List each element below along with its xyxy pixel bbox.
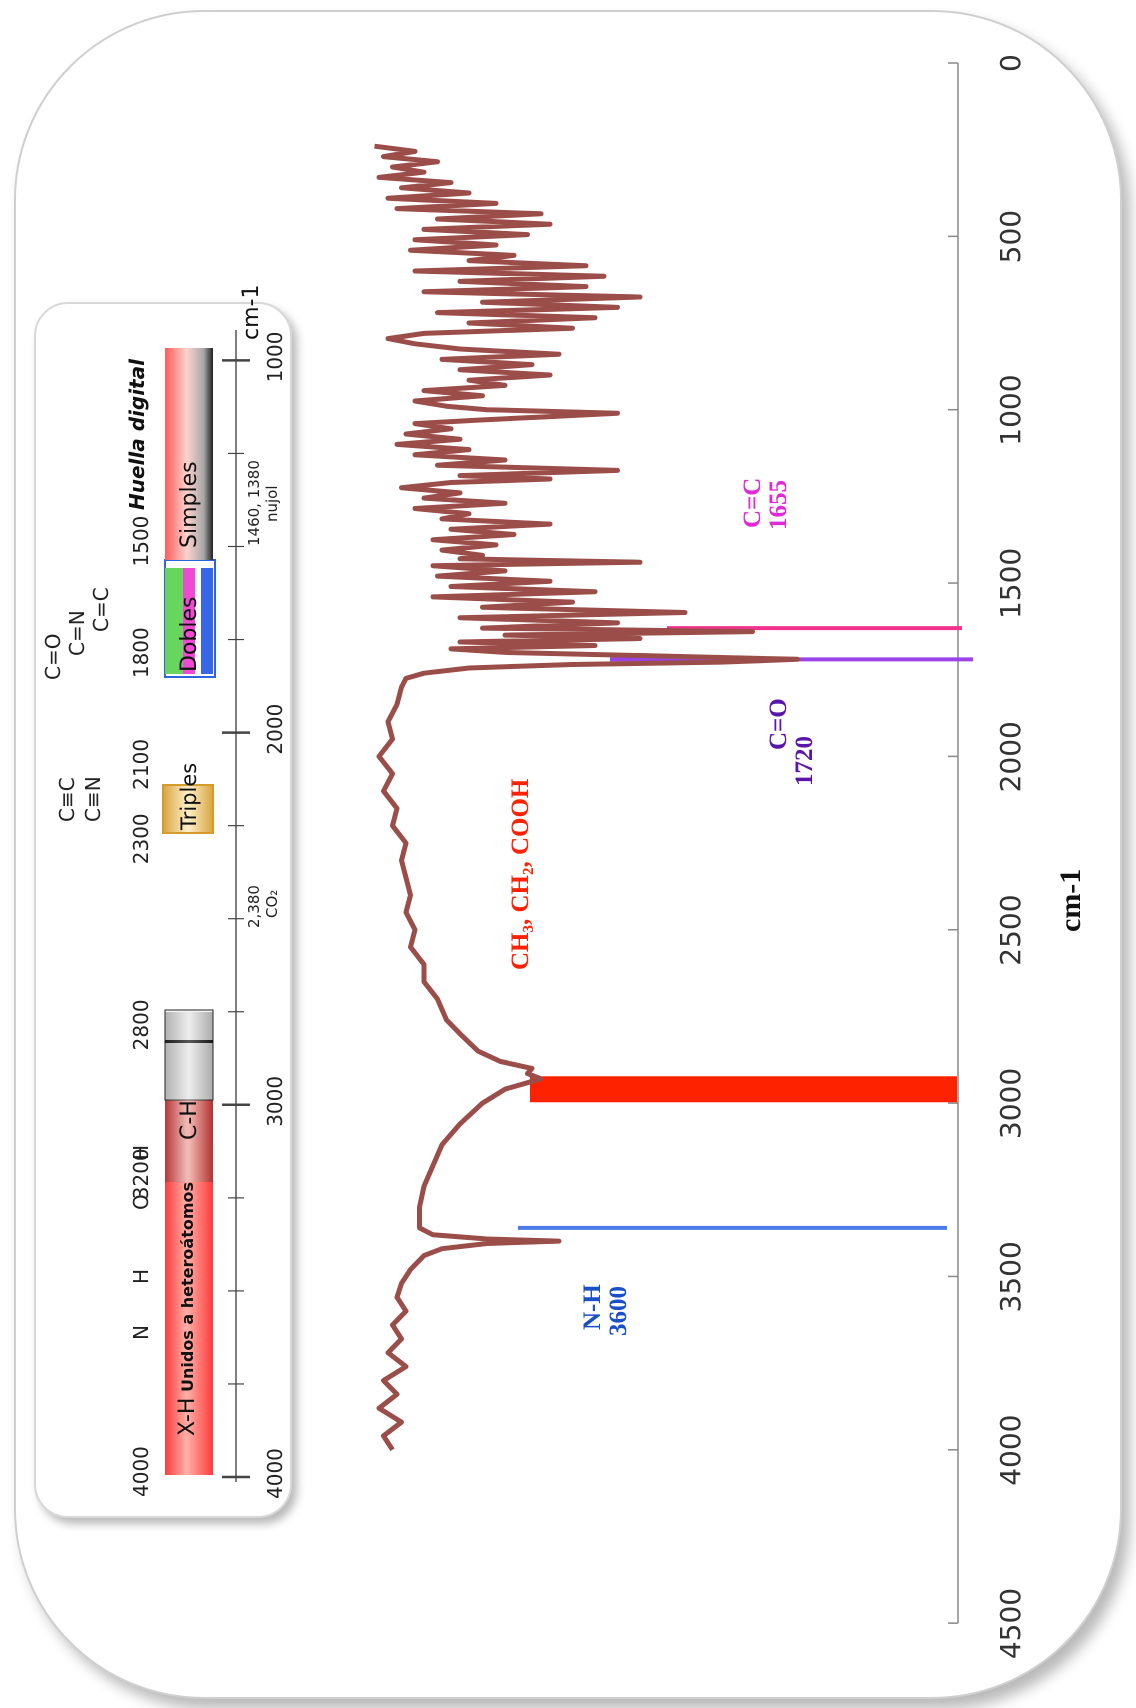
x-tick-label-4000: 4000: [994, 1415, 1027, 1486]
ref-box-dobles-green: [165, 568, 183, 674]
ref-group-cn-triple: C≡N: [81, 776, 105, 822]
ref-group-cn-double: C=N: [65, 610, 89, 656]
reference-card: [34, 302, 292, 1518]
ref-xh-group-0: N: [129, 1325, 153, 1340]
marker-label-top-0: N-H: [579, 1284, 606, 1330]
ref-xh-group-1: H: [129, 1269, 153, 1284]
ref-group-co-double: C=O: [41, 634, 65, 680]
ref-top-number-1: 3200: [129, 1148, 153, 1199]
marker-label-bottom-2: 1720: [791, 736, 818, 786]
ref-top-number-2: 2800: [129, 999, 153, 1050]
ref-box-dobles-blue: [201, 568, 213, 674]
ref-box-triples: [162, 784, 214, 834]
x-tick-label-3500: 3500: [994, 1241, 1027, 1312]
ref-xh-groups: N H O H: [129, 1145, 153, 1340]
ref-bottom-number-3: 1000: [263, 331, 287, 382]
marker-label-top-2: C=O: [765, 698, 792, 750]
x-tick-label-1000: 1000: [994, 374, 1027, 445]
ref-top-number-0: 4000: [129, 1446, 153, 1497]
ref-label-xh: X-H: [175, 1398, 200, 1436]
ref-label-dobles: Dobles: [177, 597, 202, 672]
ref-label-ch: C-H: [177, 1100, 202, 1140]
x-tick-label-2500: 2500: [994, 894, 1027, 965]
marker-label-top-3: C=C: [739, 478, 766, 528]
ref-bottom-number-1: 3000: [263, 1076, 287, 1127]
ref-top-numbers: 4000 3200 2800 2300 2100 1800 1500: [129, 516, 153, 1497]
ref-box-ch-gradient: [165, 1012, 213, 1182]
marker-label-1: CH₃, CH₂, COOH: [507, 778, 534, 970]
x-tick-label-0: 0: [994, 54, 1027, 72]
ref-label-simples: Simples: [177, 461, 202, 548]
ref-group-cc-double: C=C: [89, 587, 113, 632]
ref-fingerprint-label: Huella digital: [125, 358, 149, 510]
x-tick-label-2000: 2000: [994, 721, 1027, 792]
x-axis: 0 500 1000 1500 2000 2500 3000 3500 4000 4500: [948, 54, 1027, 1659]
ref-co2-label: CO₂: [263, 890, 281, 918]
x-tick-label-4500: 4500: [994, 1588, 1027, 1659]
ref-top-number-4: 2100: [129, 739, 153, 790]
ref-top-number-5: 1800: [129, 627, 153, 678]
ref-top-number-6: 1500: [129, 516, 153, 567]
ref-unit-label: cm-1: [239, 285, 264, 340]
x-tick-label-3000: 3000: [994, 1068, 1027, 1139]
ref-group-cc-triple: C≡C: [55, 777, 79, 822]
ref-box-simples: [165, 348, 213, 560]
marker-label-bottom-0: 3600: [605, 1286, 632, 1336]
ref-box-dobles-pink: [183, 568, 195, 674]
ref-nujol-label: nujol: [263, 485, 281, 522]
marker-label-bottom-3: 1655: [765, 480, 792, 530]
ref-top-number-3: 2300: [129, 813, 153, 864]
ref-bottom-number-0: 4000: [263, 1448, 287, 1499]
x-tick-label-1500: 1500: [994, 548, 1027, 619]
ref-xh-group-3: H: [129, 1145, 153, 1160]
ref-co2-value: 2,380: [245, 885, 263, 928]
ref-label-triples: Triples: [177, 763, 201, 831]
spectrum-line: [374, 143, 800, 1452]
ref-xh-group-2: O: [129, 1194, 153, 1210]
ref-label-hetero: Unidos a heteroátomos: [178, 1182, 197, 1392]
ref-nujol-value: 1460, 1380: [245, 460, 263, 546]
ref-bottom-numbers: 4000 3000 2000 1000: [263, 331, 287, 1499]
ref-axis-ticks: [222, 359, 250, 1479]
reference-chart: X-H Unidos a heteroátomos C-H Triples Do…: [41, 285, 287, 1499]
x-tick-label-500: 500: [994, 210, 1027, 263]
x-axis-label: cm-1: [1054, 869, 1087, 932]
ref-bottom-number-2: 2000: [263, 704, 287, 755]
